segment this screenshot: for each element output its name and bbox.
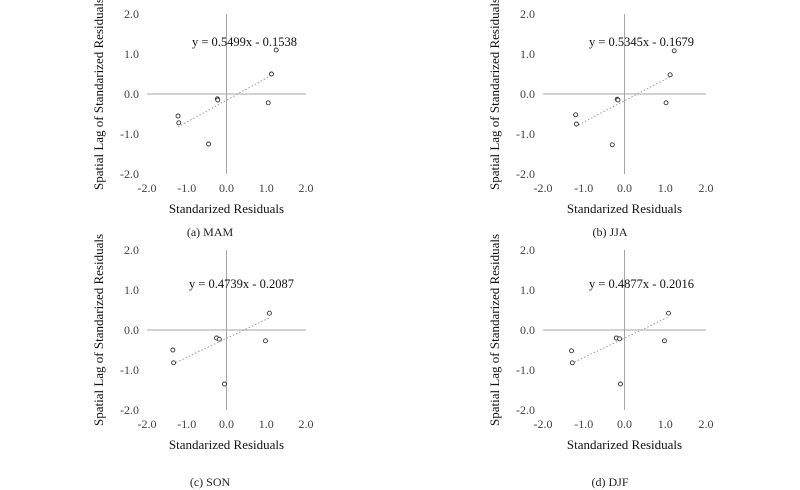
y-tick-label: 0.0 — [520, 87, 535, 101]
regression-equation: y = 0.5499x - 0.1538 — [192, 35, 297, 49]
y-tick-label: -2.0 — [516, 403, 535, 417]
data-point — [661, 338, 667, 344]
data-point — [615, 97, 621, 103]
x-tick-label: -1.0 — [574, 417, 593, 431]
trendline — [575, 74, 675, 127]
y-tick-label: 1.0 — [520, 47, 535, 61]
data-point — [263, 338, 268, 344]
y-tick-label: -1.0 — [516, 127, 535, 141]
x-tick-label: 1.0 — [658, 417, 673, 431]
y-tick-label: 2.0 — [124, 7, 139, 21]
x-tick-label: 2.0 — [299, 417, 314, 431]
scatter-panel-3: -2.0 -1.0 0.0 1.0 2.0 -2.0 -1.0 0.0 1.0 2.0 Standa… — [91, 234, 314, 489]
data-point — [573, 121, 579, 127]
x-tick-label: -2.0 — [534, 181, 553, 195]
y-tick-label: 2.0 — [520, 7, 535, 21]
x-tick-label: 2.0 — [299, 181, 314, 195]
y-tick-label: 0.0 — [124, 323, 139, 337]
y-tick-label: 2.0 — [124, 243, 139, 257]
x-tick-label: 1.0 — [658, 181, 673, 195]
y-axis-title: Spatial Lag of Standarized Residuals — [91, 0, 106, 190]
y-axis-title: Spatial Lag of Standarized Residuals — [91, 234, 106, 426]
y-tick-label: 1.0 — [124, 47, 139, 61]
data-point — [176, 120, 182, 126]
panel-caption: (a) MAM — [187, 225, 234, 239]
y-tick-label: -2.0 — [516, 167, 535, 181]
regression-equation: y = 0.4739x - 0.2087 — [189, 277, 294, 291]
x-tick-label: 0.0 — [617, 181, 632, 195]
panel-caption: (c) SON — [190, 475, 231, 489]
y-tick-label: -2.0 — [120, 167, 139, 181]
y-tick-label: -1.0 — [120, 363, 139, 377]
x-axis-title: Standarized Residuals — [567, 201, 682, 216]
x-tick-label: 1.0 — [259, 417, 274, 431]
x-axis-title: Standarized Residuals — [169, 437, 284, 452]
x-tick-label: 0.0 — [617, 417, 632, 431]
x-tick-label: 0.0 — [219, 417, 234, 431]
x-tick-label: -1.0 — [177, 181, 196, 195]
data-point — [206, 141, 212, 147]
data-point — [671, 48, 677, 54]
data-point — [273, 47, 279, 53]
scatter-panel-4: -2.0 -1.0 0.0 1.0 2.0 -2.0 -1.0 0.0 1.0 2.0 Standa… — [487, 234, 714, 489]
y-tick-label: -1.0 — [120, 127, 139, 141]
x-axis-title: Standarized Residuals — [169, 201, 284, 216]
x-tick-label: -2.0 — [138, 181, 157, 195]
trendline — [177, 72, 277, 128]
data-point — [569, 360, 575, 366]
data-point — [569, 348, 574, 354]
data-point — [617, 336, 623, 342]
x-tick-label: 0.0 — [219, 181, 234, 195]
scatter-panel-2: -2.0 -1.0 0.0 1.0 2.0 -2.0 -1.0 0.0 1.0 2.0 Standa… — [487, 0, 714, 239]
y-tick-label: -1.0 — [516, 363, 535, 377]
x-tick-label: -2.0 — [534, 417, 553, 431]
x-tick-label: -1.0 — [177, 417, 196, 431]
x-tick-label: 2.0 — [699, 417, 714, 431]
panel-caption: (d) DJF — [591, 475, 628, 489]
panel-caption: (b) JJA — [593, 225, 628, 239]
data-point — [170, 347, 176, 353]
y-tick-label: -2.0 — [120, 403, 139, 417]
regression-equation: y = 0.5345x - 0.1679 — [589, 35, 694, 49]
x-tick-label: 1.0 — [259, 181, 274, 195]
y-axis-title: Spatial Lag of Standarized Residuals — [487, 0, 502, 190]
x-tick-label: -1.0 — [574, 181, 593, 195]
y-tick-label: 0.0 — [520, 323, 535, 337]
data-point — [215, 97, 221, 103]
data-point — [222, 381, 227, 387]
data-point — [266, 310, 272, 316]
data-point — [216, 336, 222, 342]
x-tick-label: 2.0 — [699, 181, 714, 195]
data-point — [171, 360, 177, 366]
y-tick-label: 1.0 — [520, 283, 535, 297]
scatter-panel-1: -2.0 -1.0 0.0 1.0 2.0 -2.0 -1.0 0.0 1.0 2.0 Standa… — [91, 0, 314, 239]
data-point — [667, 72, 673, 78]
data-point — [609, 142, 615, 148]
data-point — [663, 100, 669, 106]
data-point — [617, 381, 623, 387]
data-point — [265, 100, 271, 106]
y-tick-label: 0.0 — [124, 87, 139, 101]
data-point — [666, 310, 671, 316]
data-point — [573, 112, 579, 118]
y-tick-label: 2.0 — [520, 243, 535, 257]
y-tick-label: 1.0 — [124, 283, 139, 297]
trendline — [172, 317, 270, 365]
regression-equation: y = 0.4877x - 0.2016 — [589, 277, 694, 291]
data-point — [268, 71, 274, 77]
data-point — [175, 113, 181, 119]
x-axis-title: Standarized Residuals — [567, 437, 682, 452]
x-tick-label: -2.0 — [138, 417, 157, 431]
y-axis-title: Spatial Lag of Standarized Residuals — [487, 234, 502, 426]
